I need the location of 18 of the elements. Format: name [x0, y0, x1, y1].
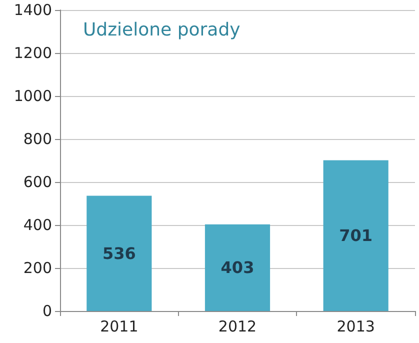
bar — [323, 160, 388, 311]
data-label: 701 — [339, 226, 373, 246]
y-tick-label: 0 — [42, 302, 52, 320]
bar — [86, 196, 152, 311]
y-tick-label: 1200 — [14, 44, 52, 62]
y-tick-label: 800 — [23, 130, 52, 148]
y-tick-label: 400 — [23, 216, 52, 234]
x-tick-label: 2013 — [336, 318, 375, 336]
y-tick-label: 600 — [23, 173, 52, 191]
text: Udzielone porady — [83, 20, 241, 40]
data-label: 536 — [102, 244, 136, 263]
y-tick-label: 1400 — [14, 1, 52, 19]
x-tick-label: 2011 — [100, 318, 138, 336]
data-label: 403 — [220, 258, 254, 278]
y-tick-label: 1000 — [14, 87, 52, 105]
y-tick-label: 200 — [23, 259, 52, 277]
x-tick-label: 2012 — [218, 318, 257, 336]
bar — [204, 224, 270, 311]
